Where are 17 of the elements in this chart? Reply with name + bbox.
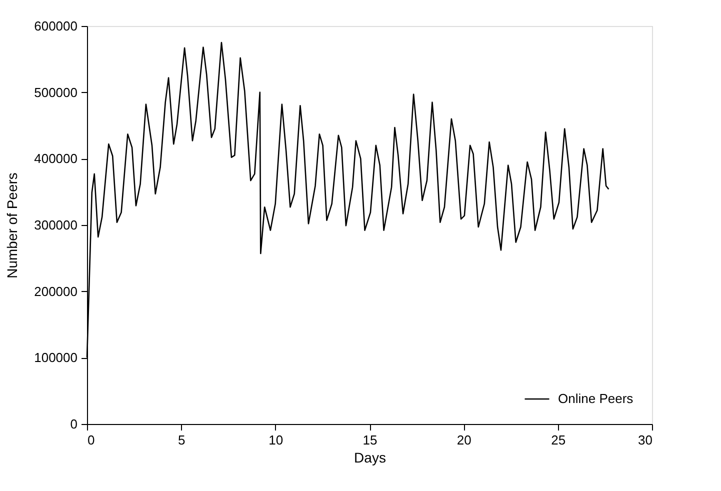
x-axis-title: Days <box>354 450 386 466</box>
x-tick-label: 10 <box>268 432 284 448</box>
x-tick-label: 0 <box>88 432 95 448</box>
y-tick-label: 300000 <box>34 218 78 232</box>
y-axis-title: Number of Peers <box>4 172 20 278</box>
y-tick-label: 200000 <box>34 284 78 299</box>
x-tick-label: 30 <box>638 432 652 448</box>
y-tick-label: 600000 <box>34 18 78 34</box>
x-tick-label: 20 <box>456 432 472 448</box>
y-tick-label: 100000 <box>34 350 78 366</box>
y-tick-label: 400000 <box>34 151 78 166</box>
legend-label: Online Peers <box>558 391 634 406</box>
x-tick-label: 5 <box>178 432 186 448</box>
y-tick-label: 500000 <box>34 84 78 100</box>
x-tick-label: 15 <box>362 432 378 448</box>
x-tick-label: 25 <box>551 432 566 448</box>
y-tick-label: 0 <box>70 416 78 432</box>
